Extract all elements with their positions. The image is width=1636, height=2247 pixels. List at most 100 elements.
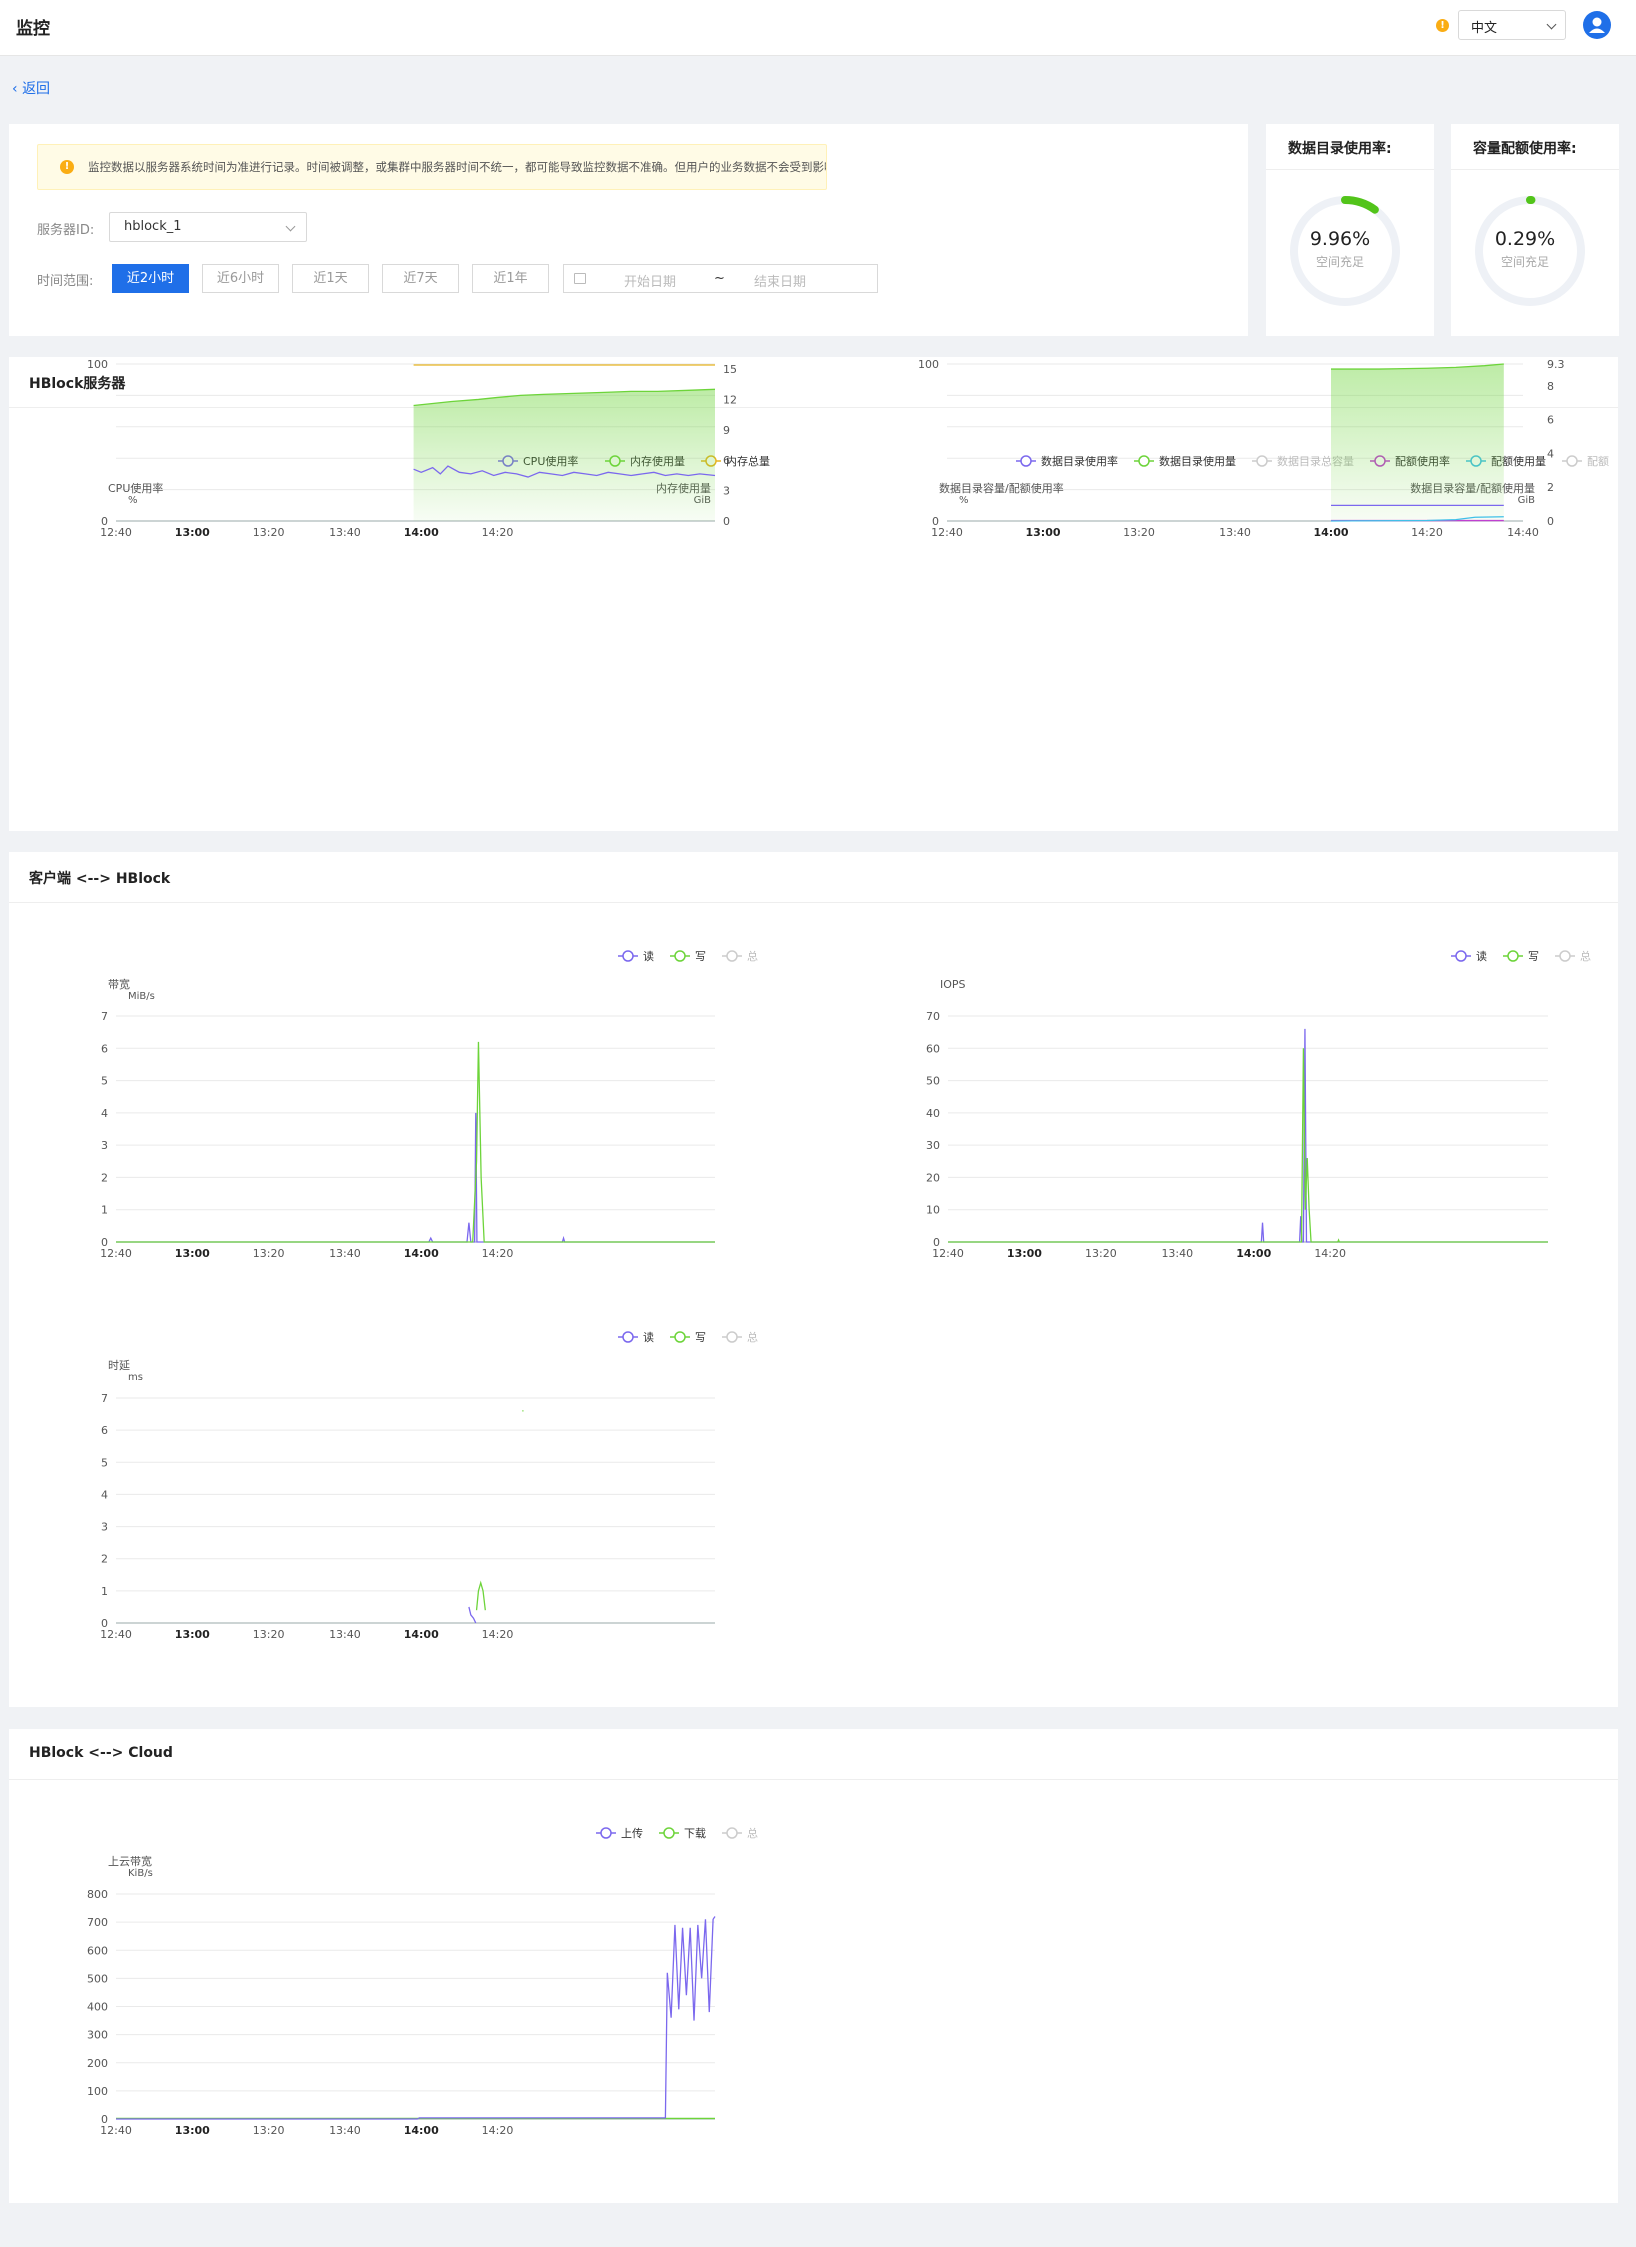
legend-label: 上传	[621, 1827, 643, 1840]
date-separator: ~	[714, 271, 725, 286]
end-date-input[interactable]: 结束日期	[754, 275, 807, 290]
y-tick-label: 50	[926, 1075, 940, 1088]
legend-marker	[622, 1331, 634, 1343]
divider	[1451, 169, 1619, 170]
y-axis-label: 带宽	[108, 977, 130, 991]
x-tick-label: 14:20	[1314, 1247, 1346, 1260]
x-tick-label: 13:40	[329, 1628, 361, 1641]
range-button-3[interactable]: 近7天	[382, 264, 459, 293]
y-tick-label: 0	[101, 1236, 108, 1249]
x-tick-label: 12:40	[100, 2124, 132, 2137]
x-tick-label: 14:20	[482, 1628, 514, 1641]
y-tick-label: 1	[101, 1585, 108, 1598]
x-tick-label: 14:00	[404, 1628, 439, 1641]
gauge-value: 0.29%	[1494, 228, 1556, 250]
y-tick-label: 400	[87, 2001, 108, 2014]
legend-marker	[663, 1827, 675, 1839]
gauge-arc	[1290, 196, 1400, 306]
server-id-label: 服务器ID:	[37, 223, 95, 238]
divider	[9, 407, 1618, 408]
y-right-tick-label: 4	[1547, 447, 1554, 460]
x-tick-label: 13:40	[1219, 526, 1251, 539]
gauge-title: 容量配额使用率:	[1473, 141, 1577, 157]
x-tick-label: 13:20	[1085, 1247, 1117, 1260]
x-tick-label: 13:20	[253, 2124, 285, 2137]
y-tick-label: 0	[933, 1236, 940, 1249]
y-axis-label: 数据目录容量/配额使用率	[939, 481, 1064, 495]
user-icon[interactable]	[1583, 11, 1611, 39]
x-tick-label: 14:40	[1507, 526, 1539, 539]
language-select[interactable]: 中文	[1458, 10, 1566, 40]
series-area	[413, 389, 715, 521]
series-area	[1331, 364, 1504, 521]
x-tick-label: 13:20	[253, 526, 285, 539]
range-button-4[interactable]: 近1年	[472, 264, 549, 293]
range-button-2[interactable]: 近1天	[292, 264, 369, 293]
x-tick-label: 14:20	[482, 1247, 514, 1260]
y-tick-label: 60	[926, 1042, 940, 1055]
start-date-input[interactable]: 开始日期	[624, 275, 677, 290]
y-tick-label: 800	[87, 1888, 108, 1901]
section-title: 客户端 <--> HBlock	[29, 871, 171, 887]
server-id-value: hblock_1	[124, 219, 182, 234]
x-tick-label: 12:40	[100, 526, 132, 539]
series-line	[1330, 516, 1504, 522]
y-tick-label: 200	[87, 2057, 108, 2070]
warning-icon: !	[60, 160, 74, 174]
top-bar: 监控 ! 中文	[0, 0, 1636, 56]
series-line	[468, 1606, 477, 1624]
series-line	[116, 1041, 715, 1243]
server-id-select[interactable]: hblock_1	[109, 212, 307, 242]
legend-label: 总	[747, 949, 758, 963]
y-tick-label: 0	[101, 1617, 108, 1630]
y-tick-label: 30	[926, 1139, 940, 1152]
y-axis-label: IOPS	[940, 978, 966, 991]
data-dir-usage-card: 数据目录使用率: 9.96% 空间充足	[1266, 124, 1434, 336]
legend-marker	[726, 950, 738, 962]
legend-marker	[1256, 455, 1268, 467]
legend-marker	[600, 1827, 612, 1839]
range-button-1[interactable]: 近6小时	[202, 264, 279, 293]
y-axis-label: 上云带宽	[108, 1854, 152, 1868]
y-tick-label: 300	[87, 2029, 108, 2042]
y-tick-label: 4	[101, 1488, 108, 1501]
legend-label: 写	[695, 950, 706, 963]
divider	[9, 1779, 1618, 1780]
y-tick-label: 6	[101, 1424, 108, 1437]
y-tick-label: 0	[101, 515, 108, 528]
series-line	[948, 1028, 1548, 1243]
y-axis-unit: %	[959, 495, 969, 506]
cloud-section: HBlock <--> Cloud	[9, 1729, 1618, 2203]
y-right-tick-label: 8	[1547, 380, 1554, 393]
series-line	[413, 388, 716, 407]
y-tick-label: 0	[101, 2113, 108, 2126]
chart-client-iops: 70 60 50 40 30 20 10 012:40 13:00 13:20 13:40 14:00…	[926, 949, 1591, 1260]
gauge-ring	[1290, 196, 1400, 306]
y-right-tick-label: 9.3	[1547, 358, 1565, 371]
gauge-caption: 空间充足	[1500, 255, 1549, 269]
x-tick-label: 14:20	[482, 526, 514, 539]
back-link[interactable]: ‹ 返回	[12, 81, 51, 97]
y-axis-label: CPU使用率	[108, 481, 163, 495]
y-right-tick-label: 6	[1547, 414, 1554, 427]
x-tick-label: 13:00	[1007, 1247, 1042, 1260]
x-tick-label: 12:40	[100, 1247, 132, 1260]
time-range-label: 时间范围:	[37, 274, 94, 289]
x-tick-label: 12:40	[100, 1628, 132, 1641]
legend-marker	[1455, 950, 1467, 962]
y-tick-label: 1	[101, 1204, 108, 1217]
x-tick-label: 13:20	[253, 1247, 285, 1260]
client-section: 客户端 <--> HBlock	[9, 852, 1618, 1707]
legend-label: 读	[1476, 949, 1487, 963]
series-line	[475, 1580, 486, 1611]
y-right-tick-label: 12	[723, 393, 737, 406]
range-button-0[interactable]: 近2小时	[112, 264, 189, 293]
x-tick-label: 12:40	[931, 526, 963, 539]
warning-icon[interactable]: !	[1436, 19, 1449, 32]
date-range-picker[interactable]: 开始日期 ~ 结束日期	[563, 264, 878, 293]
y-right-tick-label: 3	[723, 485, 730, 498]
y-tick-label: 5	[101, 1075, 108, 1088]
x-tick-label: 13:00	[1025, 526, 1060, 539]
x-tick-label: 14:00	[1236, 1247, 1271, 1260]
